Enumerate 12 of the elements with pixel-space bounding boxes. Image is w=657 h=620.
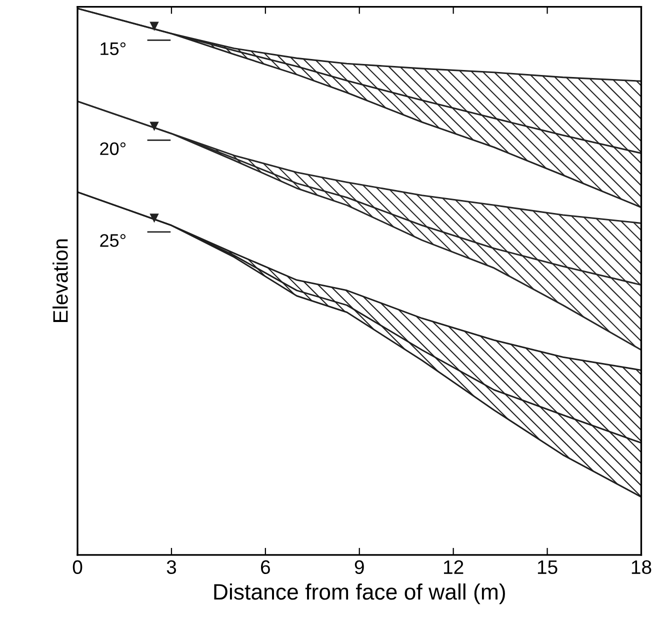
annotation: 15°	[100, 42, 126, 56]
x-tick-label: 9	[354, 560, 364, 574]
x-tick-label: 18	[632, 560, 652, 574]
x-tick-label: 3	[166, 560, 176, 574]
x-axis-title: Distance from face of wall (m)	[214, 583, 505, 604]
x-tick-label: 0	[72, 560, 82, 574]
x-tick-label: 12	[444, 560, 464, 574]
annotation: 20°	[100, 142, 126, 156]
annotation: 25°	[100, 234, 126, 247]
x-tick-label: 15	[538, 560, 558, 574]
x-tick-label: 6	[261, 560, 270, 574]
y-axis-title: Elevation	[52, 239, 68, 322]
